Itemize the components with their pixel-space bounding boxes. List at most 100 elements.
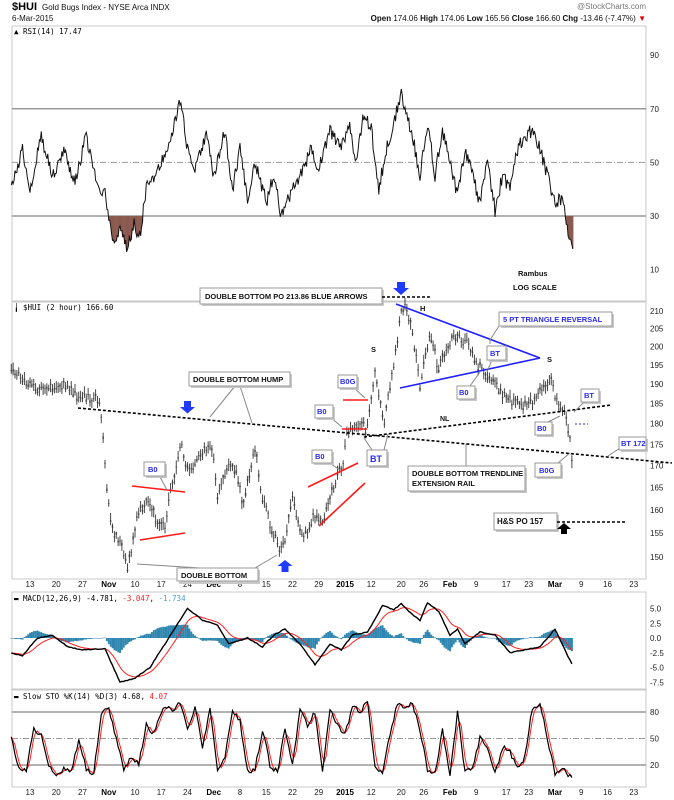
macd-histogram-bar — [40, 632, 43, 638]
macd-histogram-bar — [428, 632, 431, 638]
macd-histogram-bar — [235, 638, 238, 642]
price-bar — [199, 449, 202, 462]
price-bar — [287, 513, 290, 524]
price-bar — [477, 363, 480, 376]
price-bar — [212, 453, 215, 464]
price-bar — [370, 394, 373, 404]
date-tick-label: 9 — [579, 788, 584, 797]
macd-histogram-bar — [233, 638, 236, 643]
macd-histogram-bar — [454, 638, 457, 643]
price-bar — [14, 369, 16, 379]
price-bar — [437, 364, 440, 374]
price-bar — [259, 485, 262, 494]
price-bar — [285, 524, 288, 537]
price-bar — [334, 479, 337, 489]
macd-histogram-bar — [17, 638, 20, 639]
price-bar — [535, 393, 538, 402]
macd-histogram-bar — [375, 627, 378, 638]
price-bar — [190, 463, 193, 474]
macd-histogram-bar — [149, 633, 151, 638]
macd-histogram-bar — [115, 638, 118, 652]
macd-histogram-bar — [150, 632, 153, 638]
price-bar — [154, 514, 157, 528]
symbol: $HUI — [12, 1, 37, 13]
macd-histogram-bar — [430, 634, 433, 638]
price-bar — [342, 460, 345, 470]
macd-histogram-bar — [527, 637, 530, 639]
macd-histogram-bar — [456, 638, 459, 640]
macd-histogram-bar — [297, 638, 300, 644]
price-bar — [124, 553, 127, 564]
macd-histogram-bar — [109, 638, 112, 647]
price-bar — [132, 532, 135, 545]
svg-text:B0: B0 — [459, 388, 469, 397]
price-bar — [518, 400, 521, 409]
macd-histogram-bar — [368, 632, 371, 638]
price-bar — [479, 358, 481, 368]
date-tick-label: 2015 — [336, 788, 354, 797]
price-bar — [203, 442, 206, 454]
macd-histogram-bar — [160, 627, 163, 638]
macd-histogram-bar — [405, 638, 408, 640]
bt172-callout: BT 172 — [607, 436, 648, 457]
macd-histogram-bar — [542, 633, 545, 638]
price-bar — [115, 531, 118, 539]
sto-tick-label: 50 — [650, 735, 659, 744]
annotations: Rambus LOG SCALE DOUBLE BOTTOM PO 213.86… — [77, 269, 673, 584]
macd-histogram-bar — [409, 638, 412, 642]
price-bar — [405, 303, 408, 317]
macd-histogram-bar — [387, 632, 390, 638]
price-bar — [458, 330, 461, 339]
price-bar — [248, 468, 251, 483]
macd-histogram-bar — [304, 638, 307, 647]
macd-histogram-bar — [265, 637, 268, 638]
price-bar — [96, 395, 99, 409]
macd-histogram-bar — [143, 634, 146, 638]
price-bar — [117, 537, 120, 547]
price-bar — [432, 340, 435, 352]
rsi-tick-label: 90 — [650, 51, 659, 60]
price-bar — [396, 336, 399, 348]
price-label: ╽ $HUI (2 hour) 166.60 — [14, 303, 114, 312]
macd-histogram-bar — [332, 634, 335, 638]
price-bar — [540, 384, 543, 396]
price-bar — [145, 497, 148, 506]
price-bar — [407, 314, 410, 325]
price-tick-label: 160 — [650, 506, 664, 515]
macd-histogram-bar — [19, 638, 22, 640]
sto-label: ▬ Slow STO %K(14) %D(3) 4.68, 4.07 — [14, 692, 168, 701]
price-bar — [381, 410, 384, 421]
date-tick-label: 27 — [78, 580, 87, 589]
price-bar — [269, 520, 271, 534]
macd-histogram-bar — [248, 638, 251, 639]
macd-histogram-bar — [327, 631, 330, 638]
price-bar — [171, 479, 174, 490]
macd-histogram-bar — [411, 638, 414, 643]
price-bar — [544, 381, 547, 394]
price-bar — [465, 332, 468, 343]
macd-histogram-bar — [492, 638, 495, 639]
macd-histogram-bar — [96, 638, 99, 639]
price-bar — [514, 396, 517, 408]
price-bar — [179, 443, 181, 452]
macd-histogram-bar — [81, 638, 84, 641]
macd-histogram-bar — [169, 625, 172, 638]
price-bar — [314, 514, 316, 524]
price-tick-label: 165 — [650, 483, 664, 492]
date-tick-label: 22 — [288, 788, 297, 797]
price-bar — [29, 377, 31, 388]
macd-histogram-bar — [402, 635, 405, 638]
price-bar — [569, 434, 571, 442]
macd-histogram-bar — [186, 624, 189, 638]
macd-histogram-bar — [282, 632, 285, 638]
macd-histogram-bar — [503, 638, 506, 645]
price-bar — [53, 383, 56, 394]
macd-histogram-bar — [330, 632, 333, 638]
price-bar — [415, 348, 418, 363]
macd-histogram-bar — [374, 628, 376, 638]
price-bar — [32, 378, 35, 392]
macd-histogram-bar — [267, 635, 270, 638]
macd-histogram-bar — [162, 626, 165, 638]
date-tick-label: 10 — [131, 580, 140, 589]
price-bar — [368, 404, 371, 417]
